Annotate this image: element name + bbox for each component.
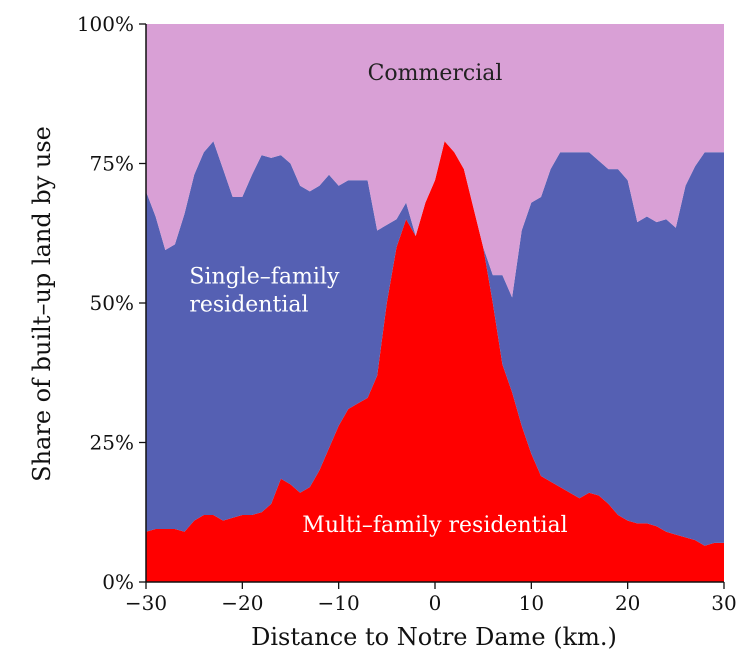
y-tick-label: 50%	[90, 291, 134, 315]
y-tick-label: 0%	[102, 570, 134, 594]
multi-family-residential-area	[146, 141, 724, 582]
series-label-multi-family-residential: Multi–family residential	[302, 513, 567, 538]
x-tick-label: 0	[429, 591, 442, 615]
area-layers	[146, 24, 724, 582]
series-label-single-family: Single–family	[189, 264, 340, 289]
x-tick-label: −20	[221, 591, 263, 615]
y-tick-label: 25%	[90, 431, 134, 455]
x-tick-label: 20	[615, 591, 640, 615]
x-tick-label: −10	[318, 591, 360, 615]
x-axis: −30 −20 −10 0 10 20 30	[125, 582, 737, 615]
x-axis-label: Distance to Notre Dame (km.)	[251, 623, 617, 651]
x-tick-label: 30	[711, 591, 736, 615]
x-tick-label: −30	[125, 591, 167, 615]
y-tick-label: 100%	[77, 12, 134, 36]
commercial-area	[146, 24, 724, 298]
y-axis: 0% 25% 50% 75% 100%	[77, 12, 146, 594]
y-axis-label: Share of built–up land by use	[28, 126, 56, 482]
series-label-residential: residential	[189, 292, 308, 317]
y-tick-label: 75%	[90, 152, 134, 176]
single-family-residential-area	[146, 141, 724, 546]
series-label-commercial: Commercial	[368, 61, 503, 86]
series-labels: Commercial Single–family residential Multi–…	[189, 61, 567, 538]
x-tick-label: 10	[519, 591, 544, 615]
